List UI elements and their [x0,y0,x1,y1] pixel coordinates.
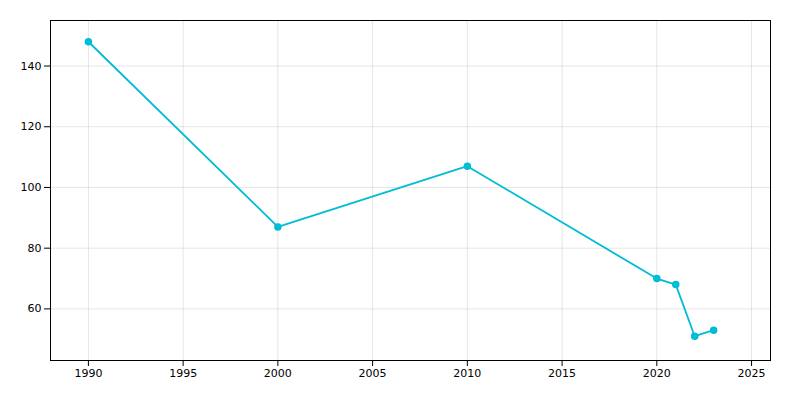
svg-text:80: 80 [28,242,42,255]
svg-text:2025: 2025 [738,367,766,380]
svg-text:2015: 2015 [548,367,576,380]
svg-text:140: 140 [21,60,42,73]
svg-text:2020: 2020 [643,367,671,380]
svg-text:1990: 1990 [74,367,102,380]
svg-text:2000: 2000 [264,367,292,380]
svg-text:120: 120 [21,120,42,133]
svg-text:2010: 2010 [453,367,481,380]
svg-text:60: 60 [28,302,42,315]
svg-text:100: 100 [21,181,42,194]
svg-text:2005: 2005 [359,367,387,380]
svg-text:1995: 1995 [169,367,197,380]
